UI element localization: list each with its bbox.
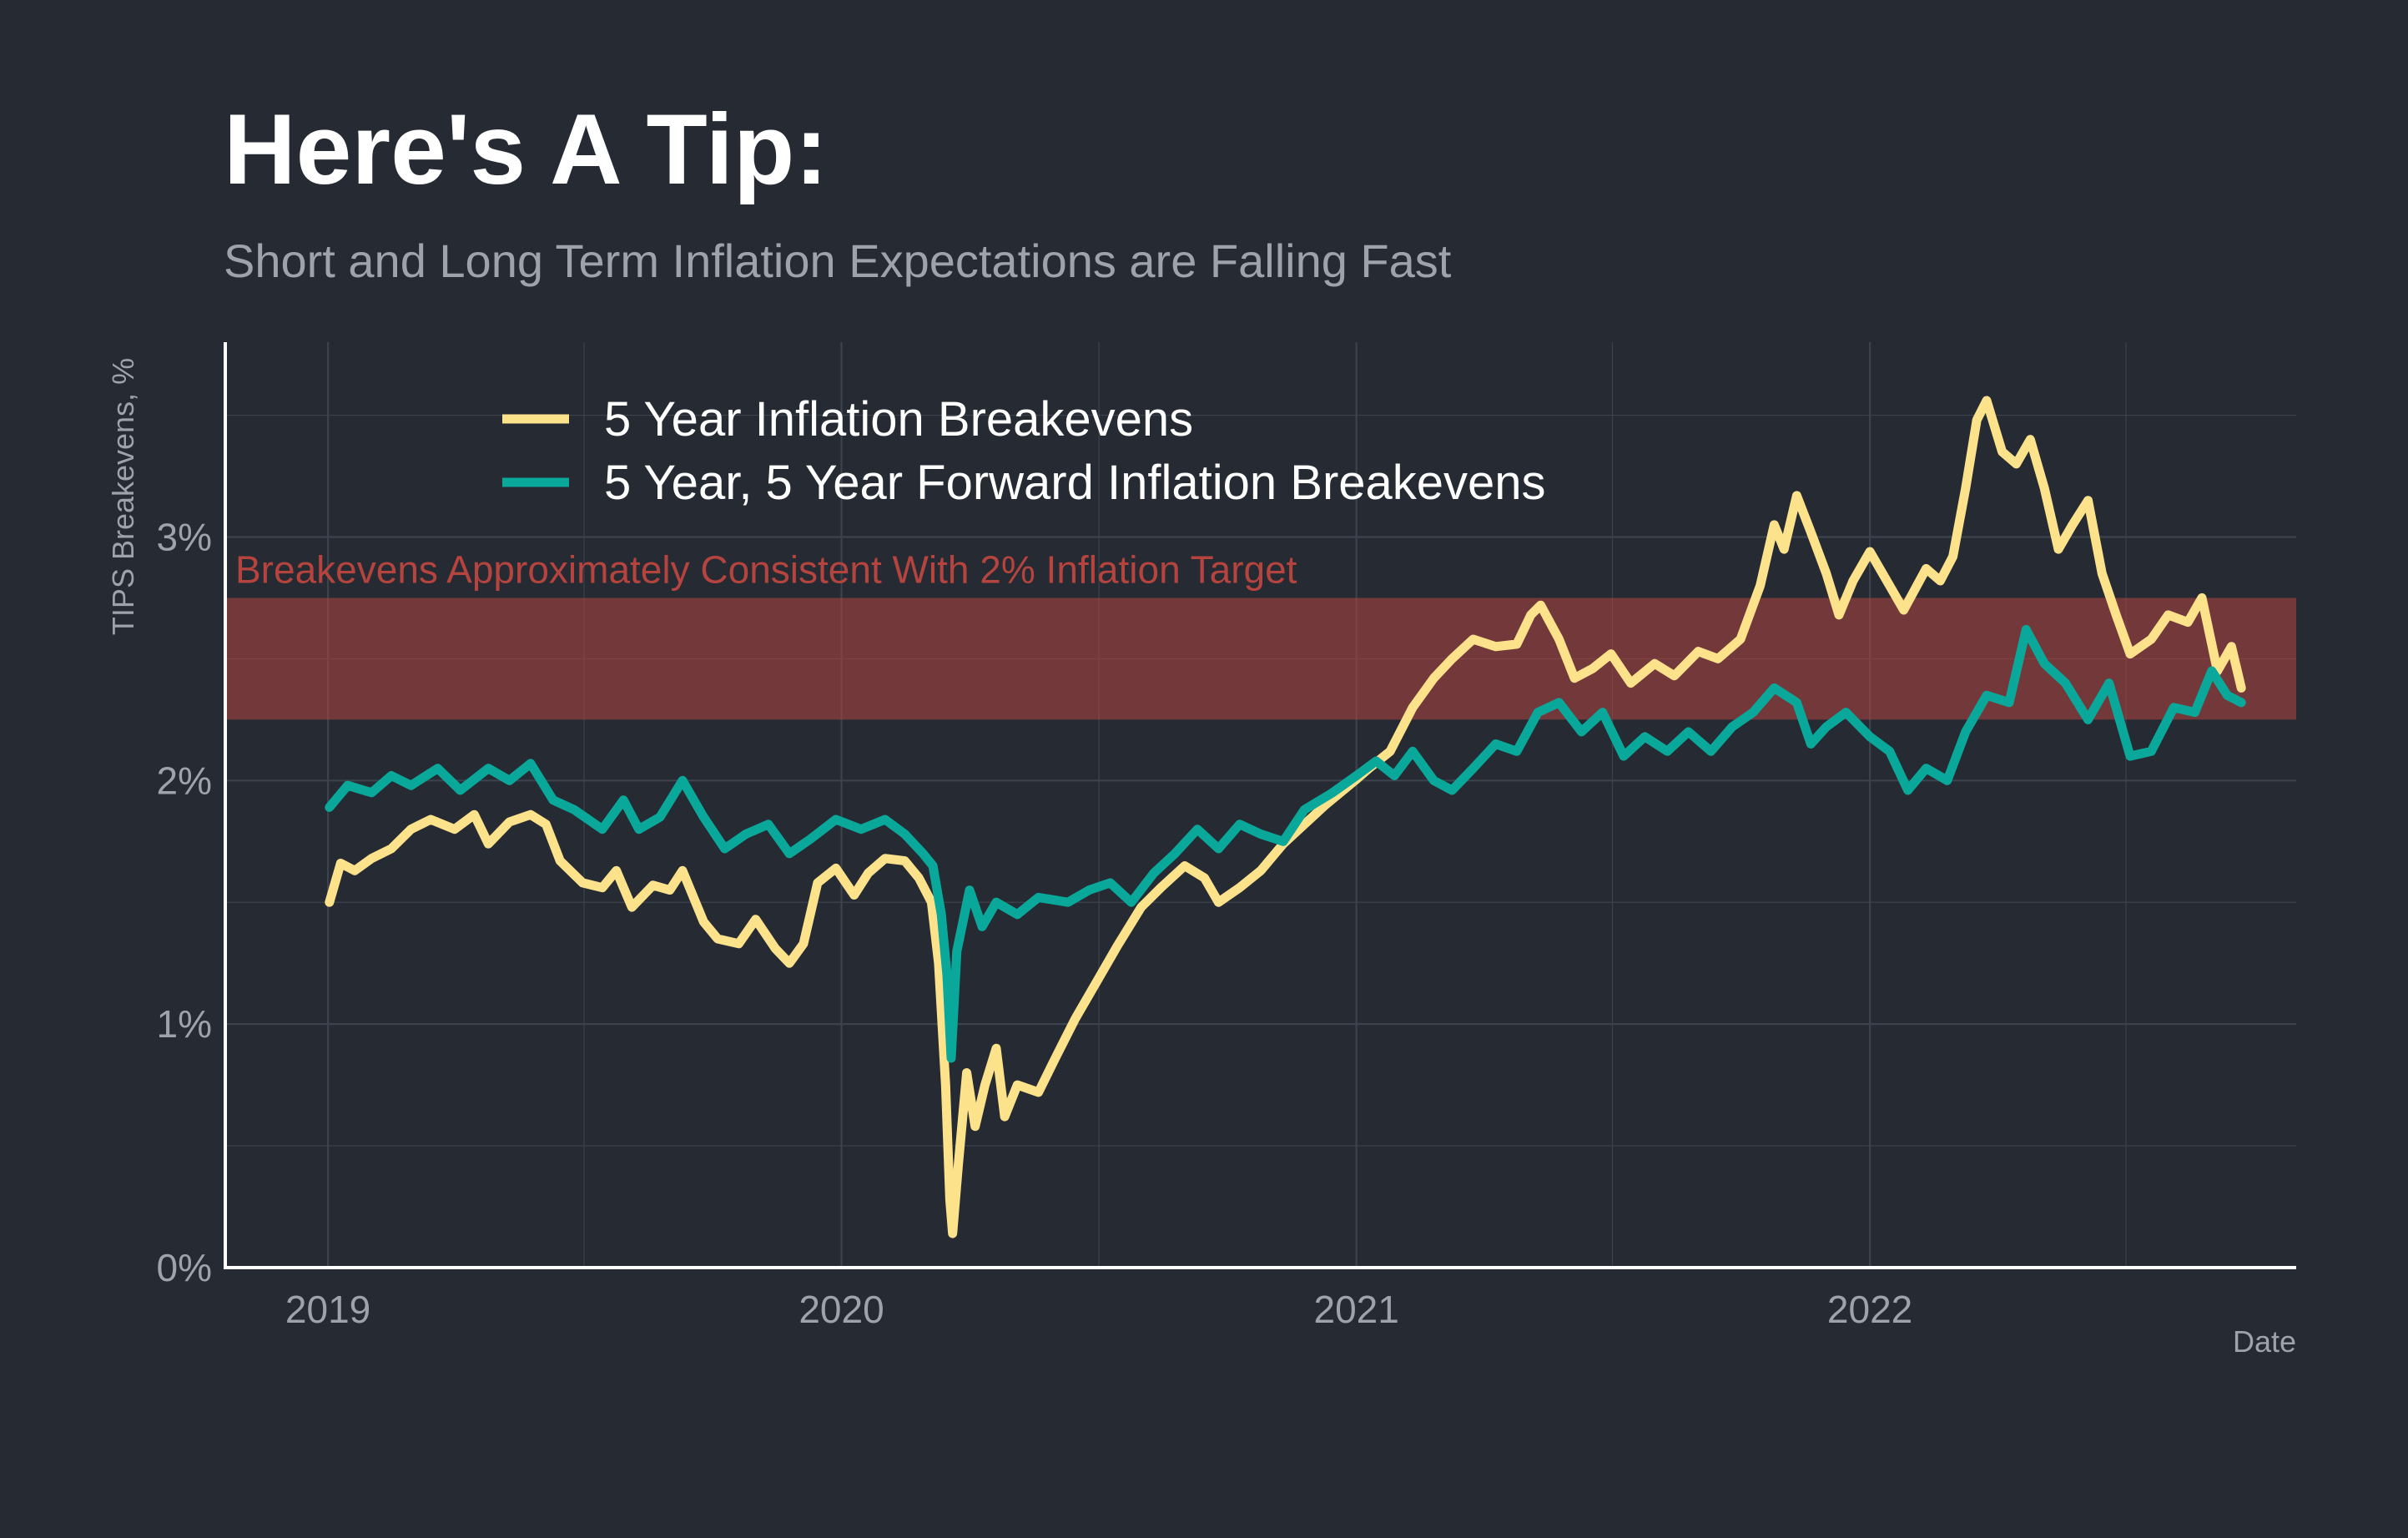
target-band-layer: Breakevens Approximately Consistent With… — [225, 547, 2296, 720]
target-band — [225, 598, 2296, 720]
series-lines — [325, 396, 2246, 1238]
legend-label-2: 5 Year, 5 Year Forward Inflation Breakev… — [604, 456, 1546, 510]
series-line-1 — [325, 396, 2246, 1238]
x-tick-label: 2022 — [1827, 1288, 1912, 1331]
y-axis-title: TIPS Breakevens, % — [106, 358, 140, 635]
chart-subtitle: Short and Long Term Inflation Expectatio… — [224, 234, 1452, 287]
x-axis-title: Date — [2233, 1324, 2296, 1359]
y-tick-label: 0% — [157, 1246, 212, 1289]
x-tick-label: 2021 — [1313, 1288, 1398, 1331]
legend: 5 Year Inflation Breakevens 5 Year, 5 Yea… — [502, 392, 1546, 510]
x-tick-label: 2020 — [798, 1288, 884, 1331]
legend-label-1: 5 Year Inflation Breakevens — [604, 392, 1193, 446]
axes — [224, 342, 2296, 1269]
target-band-label: Breakevens Approximately Consistent With… — [235, 547, 1297, 591]
chart-title: Here's A Tip: — [224, 93, 829, 205]
y-tick-label: 2% — [157, 759, 212, 802]
y-tick-label: 3% — [157, 515, 212, 558]
x-tick-labels: 2019 2020 2021 2022 — [285, 1288, 1912, 1331]
x-tick-label: 2019 — [285, 1288, 370, 1331]
y-tick-label: 1% — [157, 1002, 212, 1046]
y-tick-labels: 0% 1% 2% 3% — [157, 515, 212, 1289]
series-line-2 — [325, 624, 2246, 1063]
